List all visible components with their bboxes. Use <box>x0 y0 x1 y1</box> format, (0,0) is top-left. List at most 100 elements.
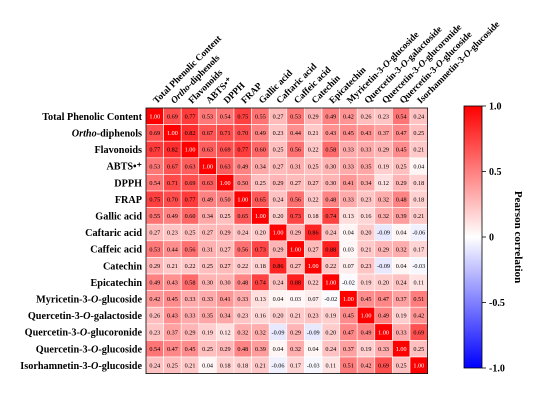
cell-value-label: 1.00 <box>325 280 336 287</box>
cell-value-label: -0.09 <box>307 329 320 336</box>
cell-value-label: 0.13 <box>255 296 266 303</box>
cell-value-label: 0.19 <box>202 329 213 336</box>
cell-value-label: 0.45 <box>167 296 178 303</box>
cell-value-label: 0.49 <box>378 313 389 320</box>
cell-value-label: 0.53 <box>202 114 213 121</box>
row-label-part: Caftaric acid <box>85 228 142 239</box>
cell-value-label: 0.88 <box>325 246 336 253</box>
cell-value-label: 0.19 <box>325 313 336 320</box>
row-label-part: Flavonoids <box>94 145 142 156</box>
row-label: Total Phenolic Content <box>42 112 142 123</box>
cell-value-label: 0.04 <box>308 346 319 353</box>
cell-value-label: 0.53 <box>290 114 301 121</box>
cell-value-label: 0.34 <box>255 163 266 170</box>
cell-value-label: 0.37 <box>378 130 389 137</box>
colorbar-tick-label: -0.5 <box>489 298 505 309</box>
cell-value-label: 0.31 <box>202 246 213 253</box>
cell-value-label: 0.24 <box>237 230 248 237</box>
cell-value-label: 0.32 <box>237 329 248 336</box>
cell-value-label: 0.27 <box>308 180 319 187</box>
cell-value-label: 0.58 <box>325 147 336 154</box>
cell-value-label: 0.35 <box>361 163 372 170</box>
cell-value-label: 0.43 <box>361 130 372 137</box>
cell-value-label: 0.56 <box>237 246 248 253</box>
cell-value-label: 0.69 <box>167 114 178 121</box>
cell-value-label: 0.27 <box>220 263 231 270</box>
row-label: Quercetin-3-O-glucoronide <box>25 328 143 339</box>
cell-value-label: 0.27 <box>273 163 284 170</box>
cell-value-label: 0.29 <box>185 329 196 336</box>
cell-value-label: 0.19 <box>361 280 372 287</box>
cell-value-label: 0.11 <box>413 280 424 287</box>
cell-value-label: 0.21 <box>308 130 319 137</box>
cell-value-label: 0.20 <box>273 313 284 320</box>
cell-value-label: 0.19 <box>396 313 407 320</box>
cell-value-label: 0.56 <box>185 246 196 253</box>
cell-value-label: 1.00 <box>220 180 231 187</box>
cell-value-label: 0.29 <box>273 246 284 253</box>
cell-value-label: 0.69 <box>378 363 389 370</box>
cell-value-label: 0.37 <box>343 346 354 353</box>
cell-value-label: 0.21 <box>167 263 178 270</box>
cell-value-label: 0.33 <box>343 163 354 170</box>
cell-value-label: 0.70 <box>167 197 178 204</box>
cell-value-label: 0.37 <box>167 329 178 336</box>
cell-value-label: 0.69 <box>220 147 231 154</box>
cell-value-label: 0.67 <box>202 130 213 137</box>
cell-value-label: 0.42 <box>149 296 160 303</box>
row-label-part: Catechin <box>103 261 142 272</box>
cell-value-label: 0.45 <box>361 296 372 303</box>
cell-value-label: 0.33 <box>361 147 372 154</box>
cell-value-label: 0.71 <box>220 130 231 137</box>
cell-value-label: 0.45 <box>343 313 354 320</box>
cell-value-label: 0.47 <box>343 329 354 336</box>
cell-value-label: 0.20 <box>273 213 284 220</box>
cell-value-label: 0.42 <box>361 363 372 370</box>
cell-value-label: 0.47 <box>167 346 178 353</box>
cell-value-label: 0.27 <box>273 114 284 121</box>
cell-value-label: 0.29 <box>378 147 389 154</box>
cell-value-label: 0.33 <box>343 197 354 204</box>
cell-value-label: 0.55 <box>149 213 160 220</box>
cell-value-label: 0.42 <box>413 313 424 320</box>
cell-value-label: 0.26 <box>361 114 372 121</box>
cell-value-label: 0.32 <box>290 346 301 353</box>
cell-value-label: 0.04 <box>273 346 284 353</box>
cell-value-label: 0.54 <box>149 346 160 353</box>
cell-value-label: 0.24 <box>325 346 336 353</box>
row-label: Myricetin-3-O-glucoside <box>36 295 142 306</box>
cell-value-label: 0.33 <box>185 296 196 303</box>
cell-value-label: 0.41 <box>343 180 354 187</box>
row-label-part: -glucoside <box>98 295 142 306</box>
cell-value-label: 1.00 <box>308 263 319 270</box>
cell-value-label: 0.18 <box>255 263 266 270</box>
column-labels: Total Phenolic ContentOrtho-diphenolsFla… <box>152 20 502 106</box>
cell-value-label: 0.34 <box>202 213 213 220</box>
cell-value-label: 0.29 <box>290 329 301 336</box>
cell-value-label: 0.23 <box>308 313 319 320</box>
cell-value-label: 0.47 <box>396 130 407 137</box>
cell-value-label: 0.21 <box>413 147 424 154</box>
cell-value-label: 0.32 <box>255 329 266 336</box>
cell-value-label: 0.29 <box>378 246 389 253</box>
colorbar: 1.0 0.5 0 -0.5 -1.0 Pearson correlation <box>463 102 524 375</box>
cell-value-label: 0.13 <box>343 213 354 220</box>
cell-value-label: 0.23 <box>237 313 248 320</box>
row-label-part: FRAP <box>115 195 142 206</box>
row-label: Catechin <box>103 261 142 272</box>
cell-value-label: 0.75 <box>149 197 160 204</box>
cell-value-label: 0.07 <box>343 263 354 270</box>
cell-value-label: 0.44 <box>290 130 301 137</box>
cell-value-label: 0.65 <box>237 213 248 220</box>
cell-value-label: 0.82 <box>167 147 178 154</box>
cell-value-label: 1.00 <box>290 246 301 253</box>
cell-value-label: 0.04 <box>396 230 407 237</box>
cell-value-label: 0.25 <box>273 147 284 154</box>
cell-value-label: 0.03 <box>290 296 301 303</box>
cell-value-label: 0.67 <box>167 163 178 170</box>
cell-value-label: 0.23 <box>167 230 178 237</box>
cell-value-label: 0.43 <box>167 313 178 320</box>
cell-value-label: 0.30 <box>202 280 213 287</box>
cell-value-label: 0.70 <box>237 130 248 137</box>
